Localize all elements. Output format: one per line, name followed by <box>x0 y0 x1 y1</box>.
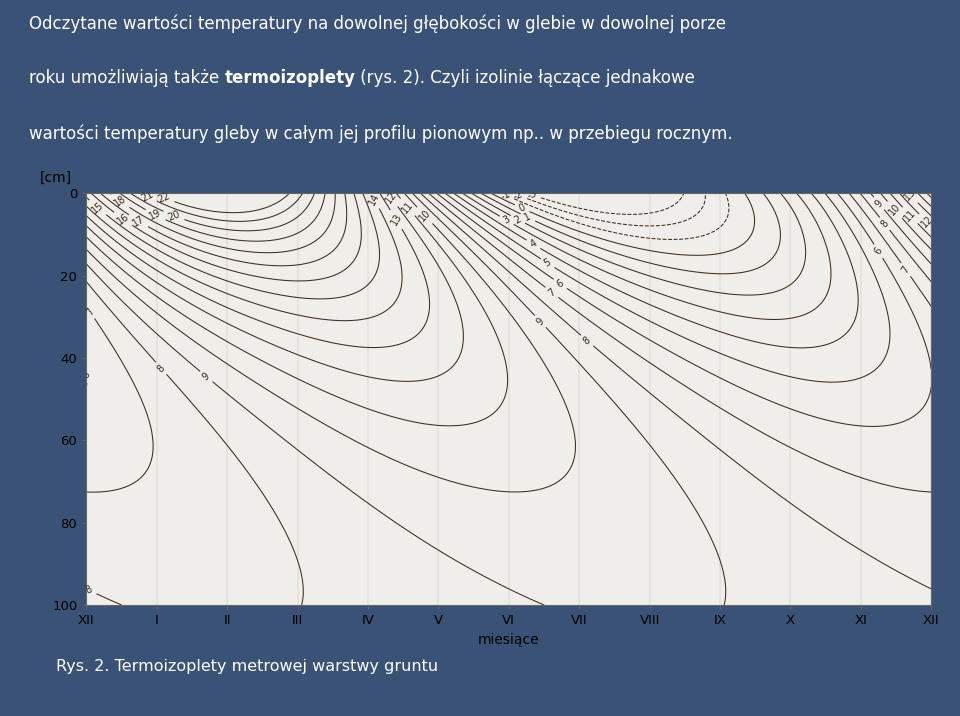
Text: 9: 9 <box>874 198 885 209</box>
Text: 9: 9 <box>201 371 212 382</box>
Text: 1: 1 <box>523 212 533 223</box>
Text: 8: 8 <box>582 335 592 347</box>
Text: 4: 4 <box>528 238 539 250</box>
Text: 3: 3 <box>501 214 512 226</box>
Text: -2: -2 <box>512 188 524 201</box>
Text: Rys. 2. Termoizoplety metrowej warstwy gruntu: Rys. 2. Termoizoplety metrowej warstwy g… <box>56 659 438 674</box>
Text: 12: 12 <box>919 214 935 230</box>
Text: 2: 2 <box>513 213 523 226</box>
Text: 7: 7 <box>84 306 96 317</box>
X-axis label: miesiące: miesiące <box>478 633 540 647</box>
Text: 7: 7 <box>900 264 912 275</box>
Text: [cm]: [cm] <box>40 171 72 185</box>
Text: 9: 9 <box>535 316 546 327</box>
Text: 0: 0 <box>517 203 527 214</box>
Text: 14: 14 <box>367 191 381 207</box>
Text: 16: 16 <box>115 211 131 226</box>
Text: 21: 21 <box>139 189 155 203</box>
Text: 13: 13 <box>902 187 918 203</box>
Text: 5: 5 <box>542 257 553 269</box>
Text: wartości temperatury gleby w całym jej profilu pionowym np.. w przebiegu rocznym: wartości temperatury gleby w całym jej p… <box>29 125 732 143</box>
Text: 11: 11 <box>902 208 918 223</box>
Text: 10: 10 <box>887 202 902 218</box>
Text: 6: 6 <box>873 246 884 256</box>
Text: (rys. 2). Czyli izolinie łączące jednakowe: (rys. 2). Czyli izolinie łączące jednako… <box>355 69 695 87</box>
Text: Odczytane wartości temperatury na dowolnej głębokości w glebie w dowolnej porze: Odczytane wartości temperatury na dowoln… <box>29 14 726 33</box>
Text: 12: 12 <box>383 190 398 205</box>
Text: -1: -1 <box>499 188 512 201</box>
Text: -3: -3 <box>525 188 538 201</box>
Text: 17: 17 <box>131 213 146 228</box>
Text: 20: 20 <box>166 209 181 223</box>
Text: 6: 6 <box>82 372 92 378</box>
Text: 10: 10 <box>417 208 433 223</box>
Text: 11: 11 <box>400 199 416 215</box>
Text: 22: 22 <box>156 190 172 205</box>
Text: 7: 7 <box>546 286 558 298</box>
Text: 8: 8 <box>156 362 167 374</box>
Text: 13: 13 <box>389 212 403 227</box>
Text: termoizoplety: termoizoplety <box>225 69 355 87</box>
Text: roku umożliwiają także: roku umożliwiają także <box>29 69 225 87</box>
Text: 8: 8 <box>84 584 94 596</box>
Text: 18: 18 <box>112 193 128 208</box>
Text: 15: 15 <box>89 200 106 216</box>
Text: 8: 8 <box>878 218 891 229</box>
Text: 19: 19 <box>148 208 163 222</box>
Text: 6: 6 <box>555 278 565 290</box>
